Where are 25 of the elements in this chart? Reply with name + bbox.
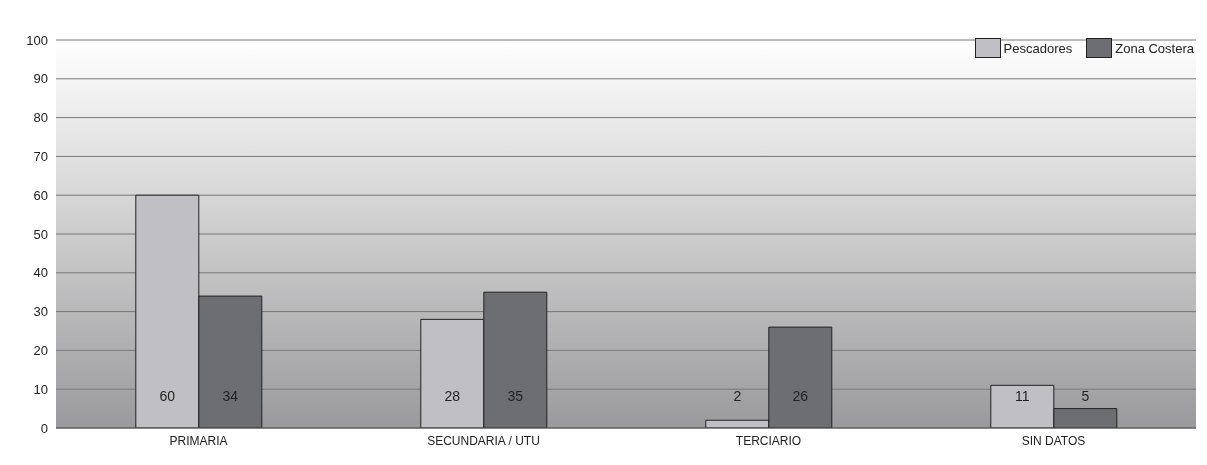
- data-label: 60: [159, 388, 176, 404]
- y-tick-label: 80: [33, 110, 48, 126]
- y-tick-label: 100: [26, 32, 48, 48]
- data-label: 34: [222, 388, 239, 404]
- data-label: 28: [444, 388, 461, 404]
- y-tick-label: 60: [33, 187, 48, 203]
- x-tick-label: SECUNDARIA / UTU: [427, 433, 540, 448]
- data-label: 5: [1081, 388, 1090, 404]
- y-tick-label: 50: [33, 226, 48, 242]
- y-tick-label: 20: [33, 343, 48, 359]
- x-tick-label: PRIMARIA: [169, 433, 228, 448]
- data-label: 35: [507, 388, 524, 404]
- data-label: 11: [1015, 388, 1030, 404]
- legend-label: Zona Costera: [1115, 40, 1194, 56]
- x-tick-label: SIN DATOS: [1021, 433, 1086, 448]
- x-tick-label: TERCIARIO: [735, 433, 802, 448]
- y-tick-label: 40: [33, 265, 48, 281]
- y-tick-label: 70: [33, 149, 48, 165]
- y-tick-label: 30: [33, 304, 48, 320]
- data-label: 2: [733, 388, 742, 404]
- legend-label: Pescadores: [1003, 40, 1073, 56]
- y-tick-label: 90: [33, 71, 48, 87]
- y-tick-label: 0: [40, 420, 48, 436]
- y-tick-label: 10: [33, 381, 48, 397]
- data-label: 26: [792, 388, 809, 404]
